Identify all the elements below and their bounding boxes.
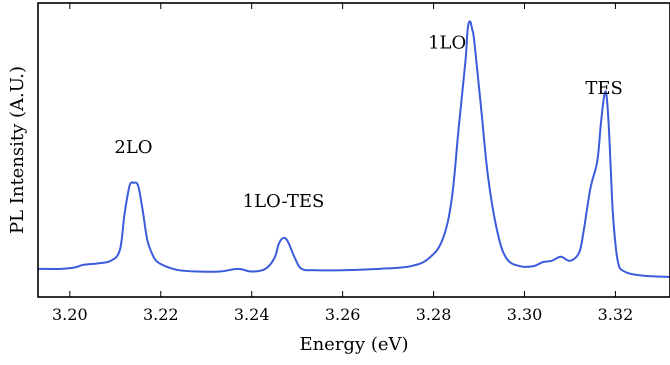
- x-axis-ticks: [69, 3, 616, 297]
- x-axis-tick-labels: 3.20 3.22 3.24 3.26 3.28 3.30 3.32: [52, 305, 633, 324]
- x-tick-label: 3.30: [507, 305, 543, 324]
- y-axis-label: PL Intensity (A.U.): [7, 66, 28, 234]
- x-tick-label: 3.20: [52, 305, 88, 324]
- x-tick-label: 3.22: [143, 305, 179, 324]
- peak-label: 1LO: [428, 32, 466, 53]
- peak-label: 1LO-TES: [243, 191, 325, 212]
- plot-frame: [37, 2, 670, 298]
- x-axis-label: Energy (eV): [299, 334, 408, 355]
- peak-label: 2LO: [114, 137, 152, 158]
- x-tick-label: 3.32: [598, 305, 634, 324]
- x-tick-label: 3.24: [234, 305, 270, 324]
- x-tick-label: 3.28: [416, 305, 452, 324]
- peak-annotations: 2LO 1LO-TES 1LO TES: [114, 32, 622, 212]
- peak-label: TES: [585, 78, 622, 99]
- pl-intensity-line: [37, 20, 670, 278]
- x-tick-label: 3.26: [325, 305, 361, 324]
